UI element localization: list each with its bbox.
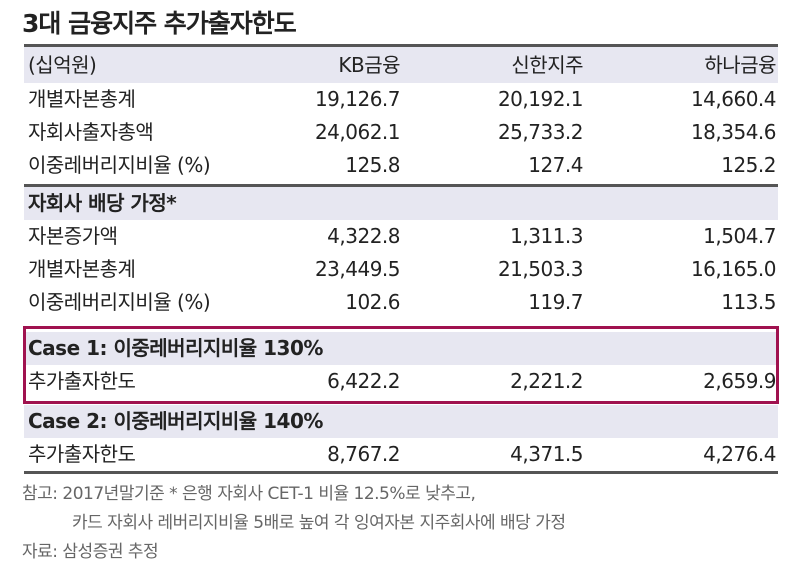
cell: 1,504.7 bbox=[703, 224, 776, 248]
case1-title: Case 1: 이중레버리지비율 130% bbox=[28, 336, 323, 360]
cell: 18,354.6 bbox=[690, 120, 777, 144]
cell: 23,449.5 bbox=[314, 257, 401, 281]
row-label: 개별자본총계 bbox=[28, 257, 136, 281]
cell: 8,767.2 bbox=[327, 442, 400, 466]
row-label: 자회사출자총액 bbox=[28, 120, 154, 144]
case1-highlight-box bbox=[23, 326, 779, 404]
cell: 2,659.9 bbox=[703, 369, 776, 393]
divider bbox=[24, 184, 778, 187]
cell: 2,221.2 bbox=[510, 369, 583, 393]
row-label: 이중레버리지비율 (%) bbox=[28, 290, 211, 314]
table-row: 자본증가액 4,322.8 1,311.3 1,504.7 bbox=[24, 220, 778, 253]
cell: 125.8 bbox=[345, 153, 400, 177]
row-label: 추가출자한도 bbox=[28, 369, 136, 393]
table-row: 자회사출자총액 24,062.1 25,733.2 18,354.6 bbox=[24, 116, 778, 149]
table-row: 이중레버리지비율 (%) 125.8 127.4 125.2 bbox=[24, 149, 778, 182]
col-shinhan: 신한지주 bbox=[511, 53, 583, 77]
cell: 119.7 bbox=[528, 290, 583, 314]
cell: 102.6 bbox=[345, 290, 400, 314]
source-line: 자료: 삼성증권 추정 bbox=[22, 542, 159, 562]
row-label: 자본증가액 bbox=[28, 224, 118, 248]
unit-label: (십억원) bbox=[28, 53, 97, 77]
data-table: (십억원) KB금융 신한지주 하나금융 개별자본총계 19,126.7 20,19… bbox=[24, 44, 778, 474]
cell: 24,062.1 bbox=[314, 120, 401, 144]
table-row: 개별자본총계 19,126.7 20,192.1 14,660.4 bbox=[24, 83, 778, 116]
section-title: 자회사 배당 가정* bbox=[28, 191, 177, 215]
cell: 20,192.1 bbox=[497, 87, 584, 111]
cell: 1,311.3 bbox=[510, 224, 583, 248]
footnotes: 참고: 2017년말기준 * 은행 자회사 CET-1 비율 12.5%로 낮추… bbox=[22, 480, 566, 567]
table-row: 개별자본총계 23,449.5 21,503.3 16,165.0 bbox=[24, 253, 778, 286]
row-label: 추가출자한도 bbox=[28, 442, 136, 466]
case2-title: Case 2: 이중레버리지비율 140% bbox=[28, 409, 323, 433]
header-row: (십억원) KB금융 신한지주 하나금융 bbox=[24, 44, 778, 83]
case2-header: Case 2: 이중레버리지비율 140% bbox=[24, 405, 778, 438]
cell: 19,126.7 bbox=[314, 87, 401, 111]
col-kb: KB금융 bbox=[338, 53, 400, 77]
cell: 25,733.2 bbox=[497, 120, 584, 144]
bottom-divider bbox=[24, 471, 778, 474]
cell: 6,422.2 bbox=[327, 369, 400, 393]
cell: 16,165.0 bbox=[690, 257, 777, 281]
section-header: 자회사 배당 가정* bbox=[24, 187, 778, 220]
cell: 113.5 bbox=[721, 290, 776, 314]
cell: 4,322.8 bbox=[327, 224, 400, 248]
col-hana: 하나금융 bbox=[704, 53, 776, 77]
row-label: 개별자본총계 bbox=[28, 87, 136, 111]
note-line: 참고: 2017년말기준 * 은행 자회사 CET-1 비율 12.5%로 낮추… bbox=[22, 484, 476, 504]
case2-row: 추가출자한도 8,767.2 4,371.5 4,276.4 bbox=[24, 438, 778, 471]
note-line: 카드 자회사 레버리지비율 5배로 높여 각 잉여자본 지주회사에 배당 가정 bbox=[72, 513, 566, 533]
cell: 14,660.4 bbox=[690, 87, 777, 111]
table-title: 3대 금융지주 추가출자한도 bbox=[22, 9, 297, 38]
cell: 4,371.5 bbox=[510, 442, 583, 466]
case1-row: 추가출자한도 6,422.2 2,221.2 2,659.9 bbox=[24, 365, 778, 399]
row-label: 이중레버리지비율 (%) bbox=[28, 153, 211, 177]
cell: 21,503.3 bbox=[497, 257, 584, 281]
cell: 4,276.4 bbox=[703, 442, 776, 466]
table-row: 이중레버리지비율 (%) 102.6 119.7 113.5 bbox=[24, 286, 778, 319]
case1-header: Case 1: 이중레버리지비율 130% bbox=[24, 332, 778, 365]
cell: 125.2 bbox=[721, 153, 776, 177]
cell: 127.4 bbox=[528, 153, 583, 177]
